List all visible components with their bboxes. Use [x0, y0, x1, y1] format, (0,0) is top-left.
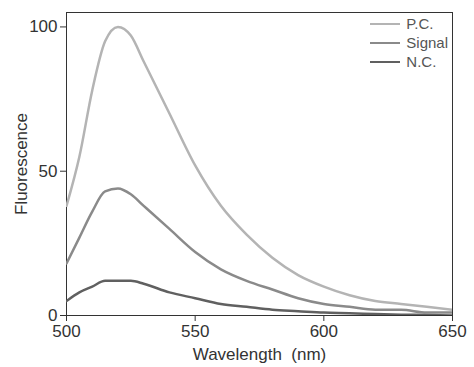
svg-text:0: 0 [48, 305, 58, 325]
svg-text:500: 500 [52, 322, 80, 341]
svg-text:600: 600 [310, 322, 338, 341]
svg-text:50: 50 [39, 162, 58, 181]
svg-text:Fluorescence: Fluorescence [12, 113, 31, 215]
svg-text:100: 100 [29, 17, 57, 36]
html-text:N.C.: N.C. [406, 53, 437, 70]
html-text:P.C.: P.C. [406, 15, 434, 32]
svg-text:650: 650 [438, 322, 466, 341]
html-text:Signal: Signal [406, 34, 448, 51]
svg-text:Wavelength (nm): Wavelength (nm) [193, 345, 327, 364]
svg-text:550: 550 [181, 322, 209, 341]
